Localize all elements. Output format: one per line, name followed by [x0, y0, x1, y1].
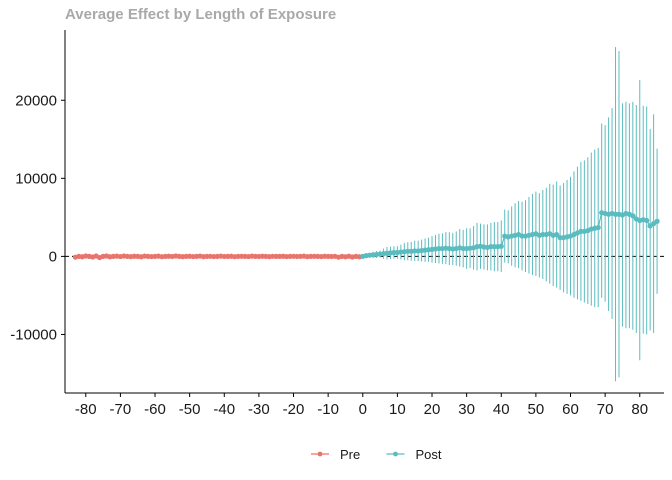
y-tick-label: 10000 — [15, 170, 57, 187]
y-tick-label: 0 — [49, 248, 57, 265]
y-tick-label: -10000 — [10, 326, 57, 343]
x-tick-label: -70 — [110, 401, 132, 418]
x-tick-label: -30 — [248, 401, 270, 418]
x-tick-label: 10 — [389, 401, 406, 418]
axes: -80 -70 -60 -50 -40 -30 -20 -10 0 10 20 30 40 50 60 70 8… — [10, 30, 664, 418]
legend-pre-label: Pre — [340, 447, 360, 462]
chart-title: Average Effect by Length of Exposure — [65, 6, 337, 23]
post-point — [644, 217, 650, 224]
x-tick-label: -20 — [283, 401, 305, 418]
x-tick-label: 30 — [458, 401, 475, 418]
x-tick-label: -80 — [75, 401, 97, 418]
legend: Pre Post — [311, 447, 442, 462]
x-tick-label: -50 — [179, 401, 201, 418]
post-point — [595, 224, 601, 231]
legend-post-label: Post — [416, 447, 442, 462]
x-tick-label: -40 — [213, 401, 235, 418]
post-point — [498, 243, 504, 249]
x-tick-label: 50 — [528, 401, 545, 418]
post-point — [654, 218, 660, 224]
y-tick-label: 20000 — [15, 92, 57, 109]
post-point — [630, 213, 636, 219]
x-tick-label: 80 — [631, 401, 648, 418]
x-tick-label: 70 — [597, 401, 614, 418]
legend-post-marker — [393, 451, 398, 457]
legend-pre-marker — [317, 451, 323, 457]
x-tick-label: 40 — [493, 401, 510, 418]
x-tick-label: -60 — [144, 401, 166, 418]
plot-area — [65, 47, 664, 382]
x-tick-label: -10 — [317, 401, 339, 418]
x-tick-label: 0 — [359, 401, 367, 418]
x-tick-label: 20 — [424, 401, 441, 418]
post-point — [554, 231, 560, 238]
x-tick-label: 60 — [562, 401, 579, 418]
